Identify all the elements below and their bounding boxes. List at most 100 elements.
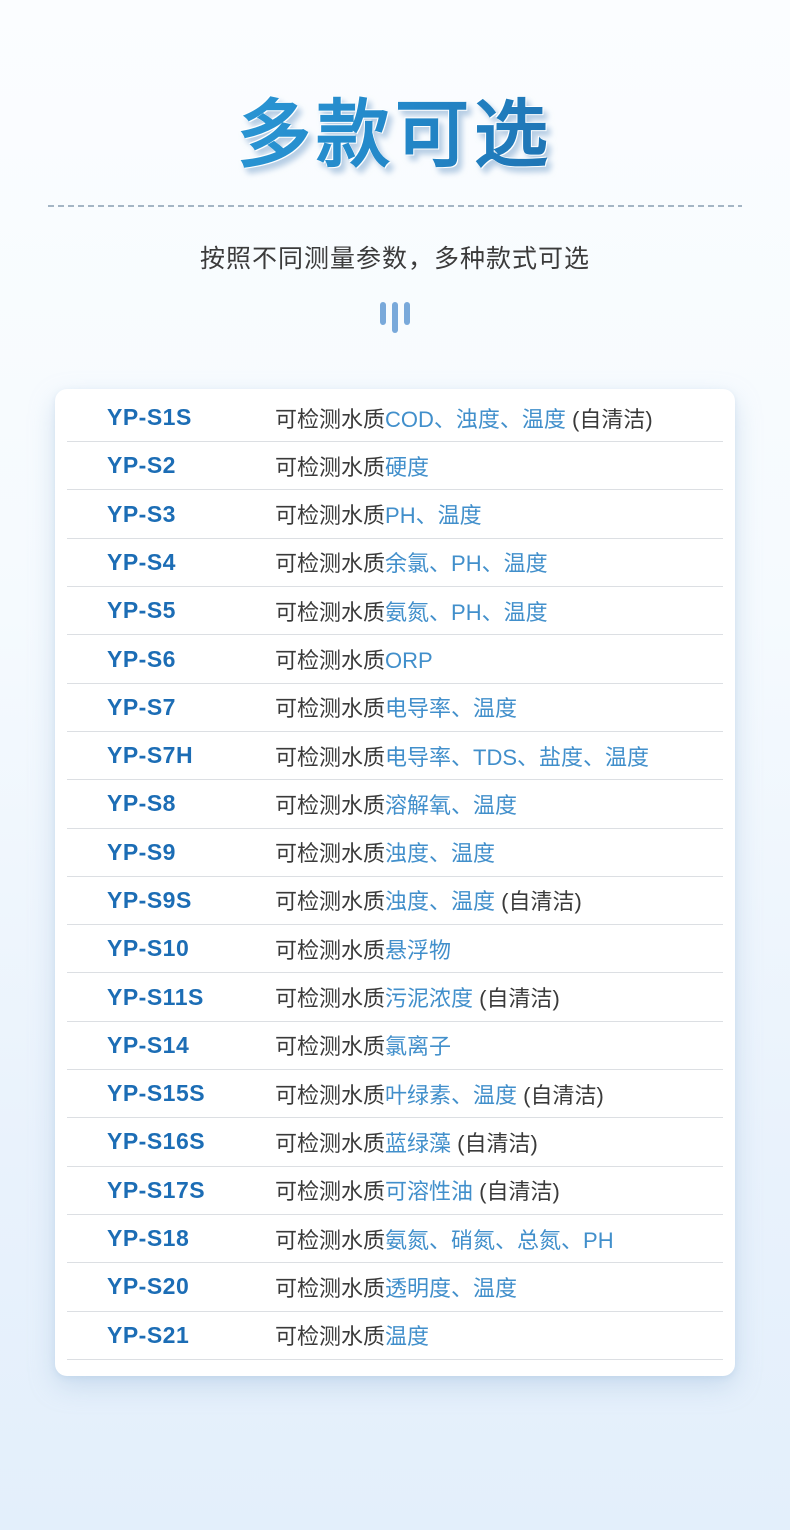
plain-text: (自清洁) <box>473 986 560 1012</box>
plain-text: 可检测水质 <box>275 792 386 818</box>
model-name-cell: YP-S8 <box>107 790 176 817</box>
table-row: YP-S1S 可检测水质COD、浊度、温度 (自清洁) <box>67 394 723 443</box>
plain-text: 可检测水质 <box>275 551 386 577</box>
three-vertical-bars-icon <box>377 301 413 334</box>
model-name-cell: YP-S15S <box>107 1080 206 1107</box>
model-table-card: YP-S1S 可检测水质COD、浊度、温度 (自清洁) YP-S2 可检测水质硬… <box>55 388 735 1376</box>
plain-text: 可检测水质 <box>275 1324 386 1350</box>
table-row: YP-S7H 可检测水质电导率、TDS、盐度、温度 <box>67 732 723 781</box>
description-cell: 可检测水质温度 <box>275 1319 429 1351</box>
description-cell: 可检测水质透明度、温度 <box>275 1271 517 1303</box>
table-row: YP-S11S 可检测水质污泥浓度 (自清洁) <box>67 973 723 1022</box>
plain-text: (自清洁) <box>565 406 653 432</box>
plain-text: 可检测水质 <box>275 1227 386 1253</box>
model-name-cell: YP-S3 <box>107 500 176 527</box>
table-row: YP-S18 可检测水质氨氮、硝氮、总氮、PH <box>67 1215 723 1264</box>
parameter-text: 浊度、温度 <box>385 889 496 915</box>
parameter-text: COD、浊度、温度 <box>385 406 566 432</box>
plain-text: 可检测水质 <box>275 454 386 480</box>
table-row: YP-S9S 可检测水质浊度、温度 (自清洁) <box>67 877 723 926</box>
plain-text: 可检测水质 <box>275 744 386 770</box>
parameter-text: 透明度、温度 <box>385 1275 518 1301</box>
parameter-text: 叶绿素、温度 <box>385 1082 518 1108</box>
parameter-text: 悬浮物 <box>385 937 452 963</box>
plain-text: (自清洁) <box>495 889 582 915</box>
plain-text: 可检测水质 <box>275 1130 386 1156</box>
model-name-cell: YP-S21 <box>107 1321 190 1348</box>
table-row: YP-S4 可检测水质余氯、PH、温度 <box>67 539 723 588</box>
plain-text: 可检测水质 <box>275 1275 386 1301</box>
table-row: YP-S10 可检测水质悬浮物 <box>67 925 723 974</box>
plain-text: 可检测水质 <box>275 1082 386 1108</box>
model-name-cell: YP-S2 <box>107 452 176 479</box>
table-row: YP-S17S 可检测水质可溶性油 (自清洁) <box>67 1167 723 1215</box>
table-row: YP-S20 可检测水质透明度、温度 <box>67 1263 723 1312</box>
parameter-text: 电导率、TDS、盐度、温度 <box>385 744 650 770</box>
table-row: YP-S6 可检测水质ORP <box>67 635 723 684</box>
plain-text: 可检测水质 <box>275 889 386 915</box>
table-row: YP-S16S 可检测水质蓝绿藻 (自清洁) <box>67 1118 723 1167</box>
parameter-text: PH、温度 <box>385 503 482 529</box>
model-name-cell: YP-S9 <box>107 838 176 865</box>
description-cell: 可检测水质可溶性油 (自清洁) <box>275 1174 560 1206</box>
model-name-cell: YP-S7 <box>107 693 176 720</box>
model-name-cell: YP-S4 <box>107 548 176 575</box>
model-name-cell: YP-S14 <box>107 1031 190 1058</box>
model-name-cell: YP-S7H <box>107 742 194 769</box>
table-row: YP-S2 可检测水质硬度 <box>67 442 723 491</box>
model-table-rows: YP-S1S 可检测水质COD、浊度、温度 (自清洁) YP-S2 可检测水质硬… <box>55 394 735 1360</box>
description-cell: 可检测水质浊度、温度 (自清洁) <box>275 884 582 916</box>
model-name-cell: YP-S20 <box>107 1273 190 1300</box>
description-cell: 可检测水质氨氮、硝氮、总氮、PH <box>275 1223 614 1255</box>
description-cell: 可检测水质悬浮物 <box>275 933 451 965</box>
plain-text: 可检测水质 <box>275 406 386 432</box>
plain-text: 可检测水质 <box>275 937 386 963</box>
bar-left <box>380 301 386 325</box>
description-cell: 可检测水质COD、浊度、温度 (自清洁) <box>275 402 653 434</box>
plain-text: 可检测水质 <box>275 841 386 867</box>
plain-text: (自清洁) <box>517 1082 604 1108</box>
plain-text: 可检测水质 <box>275 696 386 722</box>
plain-text: (自清洁) <box>451 1130 538 1156</box>
model-name-cell: YP-S18 <box>107 1225 190 1252</box>
parameter-text: 污泥浓度 <box>385 986 474 1012</box>
description-cell: 可检测水质浊度、温度 <box>275 836 495 868</box>
parameter-text: ORP <box>385 648 433 673</box>
plain-text: 可检测水质 <box>275 1034 386 1060</box>
table-row: YP-S5 可检测水质氨氮、PH、温度 <box>67 587 723 636</box>
dashed-divider <box>48 204 742 207</box>
description-cell: 可检测水质氨氮、PH、温度 <box>275 595 548 627</box>
plain-text: 可检测水质 <box>275 503 386 529</box>
description-cell: 可检测水质电导率、温度 <box>275 691 517 723</box>
parameter-text: 氨氮、PH、温度 <box>385 599 548 625</box>
description-cell: 可检测水质硬度 <box>275 450 429 482</box>
parameter-text: 氯离子 <box>385 1034 452 1060</box>
table-row: YP-S14 可检测水质氯离子 <box>67 1022 723 1071</box>
parameter-text: 浊度、温度 <box>385 841 496 867</box>
bar-middle <box>392 301 398 333</box>
description-cell: 可检测水质余氯、PH、温度 <box>275 546 548 578</box>
plain-text: (自清洁) <box>473 1179 560 1205</box>
description-cell: 可检测水质蓝绿藻 (自清洁) <box>275 1126 538 1158</box>
model-name-cell: YP-S16S <box>107 1128 206 1155</box>
model-name-cell: YP-S5 <box>107 597 176 624</box>
page-title: 多款可选 <box>0 94 790 177</box>
description-cell: 可检测水质溶解氧、温度 <box>275 788 517 820</box>
description-cell: 可检测水质PH、温度 <box>275 498 482 530</box>
table-row: YP-S15S 可检测水质叶绿素、温度 (自清洁) <box>67 1070 723 1119</box>
model-name-cell: YP-S6 <box>107 645 176 672</box>
model-name-cell: YP-S17S <box>107 1176 206 1203</box>
parameter-text: 溶解氧、温度 <box>385 792 518 818</box>
table-row: YP-S7 可检测水质电导率、温度 <box>67 684 723 732</box>
plain-text: 可检测水质 <box>275 648 386 673</box>
parameter-text: 可溶性油 <box>385 1179 474 1205</box>
table-row: YP-S21 可检测水质温度 <box>67 1312 723 1360</box>
model-name-cell: YP-S9S <box>107 886 192 913</box>
bar-right <box>404 301 410 325</box>
table-row: YP-S8 可检测水质溶解氧、温度 <box>67 780 723 829</box>
model-name-cell: YP-S10 <box>107 935 190 962</box>
table-row: YP-S9 可检测水质浊度、温度 <box>67 829 723 877</box>
plain-text: 可检测水质 <box>275 1179 386 1205</box>
model-name-cell: YP-S11S <box>107 983 204 1010</box>
